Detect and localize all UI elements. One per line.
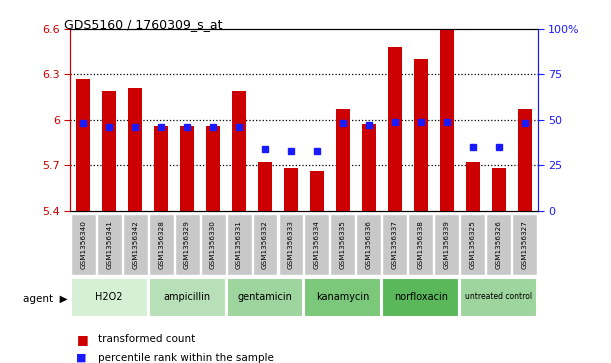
FancyBboxPatch shape: [123, 215, 148, 274]
Bar: [206, 126, 220, 211]
FancyBboxPatch shape: [304, 278, 381, 317]
Bar: [154, 126, 168, 211]
Text: kanamycin: kanamycin: [316, 292, 370, 302]
Text: norfloxacin: norfloxacin: [394, 292, 448, 302]
Text: GSM1356325: GSM1356325: [470, 220, 476, 269]
FancyBboxPatch shape: [97, 215, 122, 274]
FancyBboxPatch shape: [304, 215, 329, 274]
Bar: [440, 29, 454, 211]
Bar: [232, 91, 246, 211]
Bar: [414, 59, 428, 211]
FancyBboxPatch shape: [486, 215, 511, 274]
FancyBboxPatch shape: [71, 278, 148, 317]
Bar: [388, 47, 402, 211]
FancyBboxPatch shape: [382, 215, 408, 274]
Text: GSM1356337: GSM1356337: [392, 220, 398, 269]
Text: transformed count: transformed count: [98, 334, 195, 344]
Bar: [518, 109, 532, 211]
Bar: [180, 126, 194, 211]
FancyBboxPatch shape: [148, 215, 174, 274]
Bar: [258, 162, 272, 211]
Text: GSM1356330: GSM1356330: [210, 220, 216, 269]
Text: percentile rank within the sample: percentile rank within the sample: [98, 352, 274, 363]
FancyBboxPatch shape: [200, 215, 225, 274]
Text: GSM1356335: GSM1356335: [340, 220, 346, 269]
Text: GSM1356328: GSM1356328: [158, 220, 164, 269]
FancyBboxPatch shape: [408, 215, 433, 274]
FancyBboxPatch shape: [382, 278, 459, 317]
Text: gentamicin: gentamicin: [238, 292, 293, 302]
FancyBboxPatch shape: [279, 215, 304, 274]
Text: untreated control: untreated control: [465, 292, 532, 301]
Text: H2O2: H2O2: [95, 292, 123, 302]
FancyBboxPatch shape: [252, 215, 277, 274]
Text: GDS5160 / 1760309_s_at: GDS5160 / 1760309_s_at: [64, 18, 222, 31]
FancyBboxPatch shape: [434, 215, 459, 274]
Bar: [284, 168, 298, 211]
Text: GSM1356336: GSM1356336: [366, 220, 372, 269]
Text: agent  ▶: agent ▶: [23, 294, 67, 305]
Text: GSM1356329: GSM1356329: [184, 220, 190, 269]
Bar: [310, 171, 324, 211]
Text: GSM1356340: GSM1356340: [80, 220, 86, 269]
Text: GSM1356334: GSM1356334: [314, 220, 320, 269]
Bar: [128, 88, 142, 211]
FancyBboxPatch shape: [331, 215, 356, 274]
Text: GSM1356326: GSM1356326: [496, 220, 502, 269]
Bar: [76, 79, 90, 211]
Bar: [336, 109, 350, 211]
FancyBboxPatch shape: [71, 215, 96, 274]
Text: GSM1356327: GSM1356327: [522, 220, 528, 269]
Text: ampicillin: ampicillin: [164, 292, 211, 302]
Text: GSM1356338: GSM1356338: [418, 220, 424, 269]
FancyBboxPatch shape: [356, 215, 381, 274]
Bar: [466, 162, 480, 211]
Bar: [492, 168, 506, 211]
Bar: [102, 91, 116, 211]
Text: ■: ■: [76, 333, 88, 346]
Text: GSM1356339: GSM1356339: [444, 220, 450, 269]
Text: GSM1356331: GSM1356331: [236, 220, 242, 269]
Text: GSM1356332: GSM1356332: [262, 220, 268, 269]
FancyBboxPatch shape: [512, 215, 537, 274]
FancyBboxPatch shape: [227, 278, 304, 317]
Text: GSM1356333: GSM1356333: [288, 220, 294, 269]
Bar: [362, 125, 376, 211]
FancyBboxPatch shape: [148, 278, 225, 317]
Text: ■: ■: [76, 352, 87, 363]
FancyBboxPatch shape: [460, 278, 537, 317]
Text: GSM1356341: GSM1356341: [106, 220, 112, 269]
FancyBboxPatch shape: [227, 215, 252, 274]
FancyBboxPatch shape: [175, 215, 200, 274]
Text: GSM1356342: GSM1356342: [132, 220, 138, 269]
FancyBboxPatch shape: [460, 215, 485, 274]
